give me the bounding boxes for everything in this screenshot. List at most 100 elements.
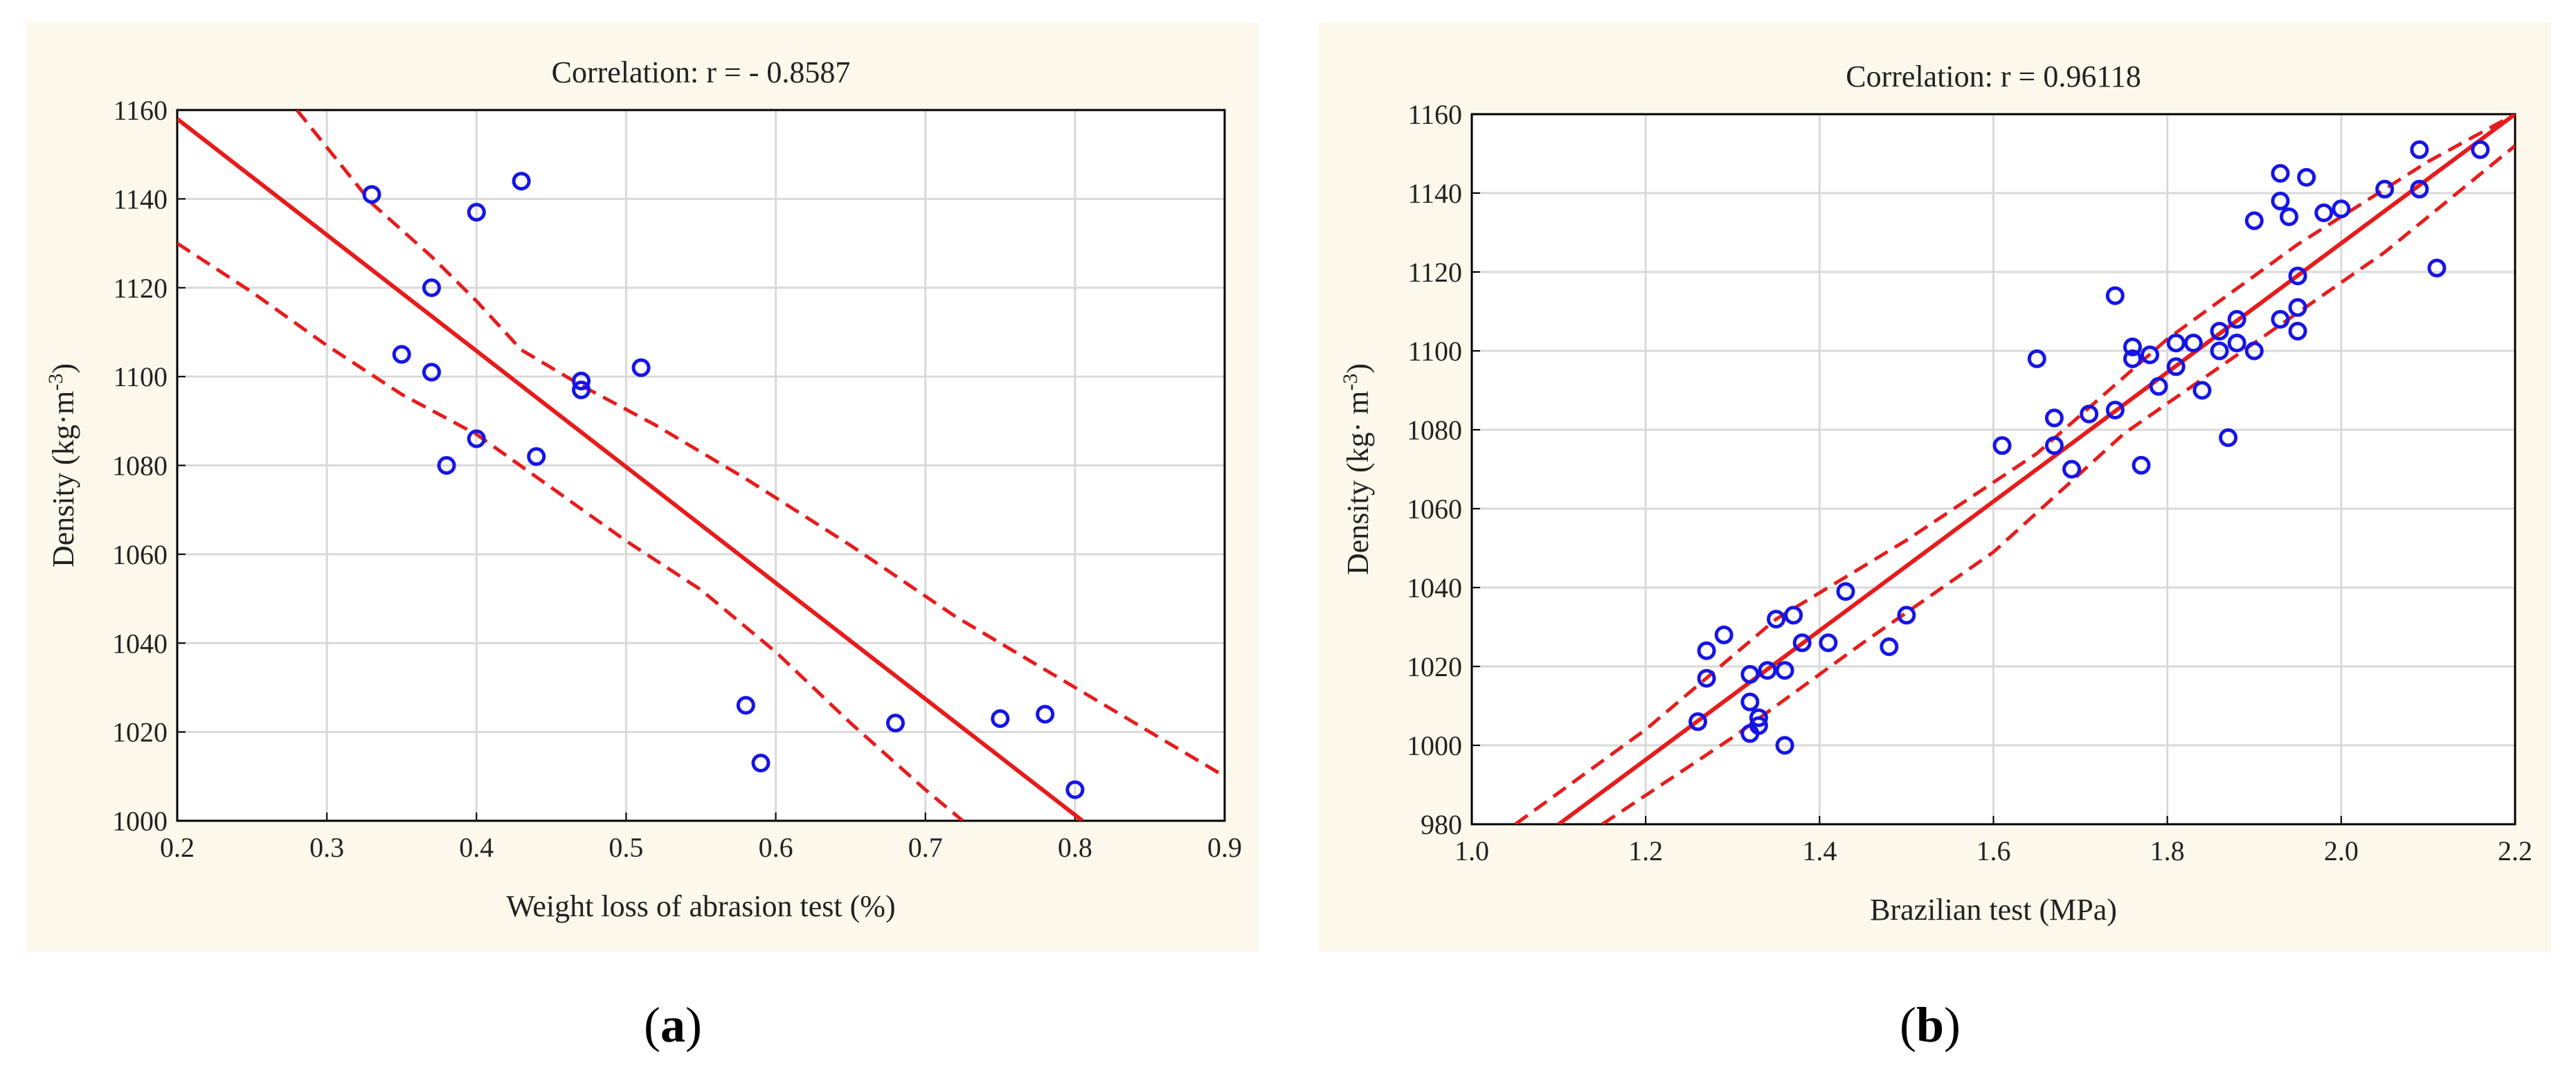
x-tick-label: 0.7 <box>908 832 943 863</box>
data-point <box>1775 736 1794 755</box>
data-point <box>991 709 1010 728</box>
data-point <box>1897 606 1916 625</box>
data-point <box>1688 712 1708 732</box>
chart-panel-a: 0.2 0.3 0.4 0.5 0.6 0.7 0.8 0.9 1000 1020 1040 1060… <box>26 22 1259 952</box>
data-point <box>2149 376 2168 396</box>
y-axis-title-unit: m <box>1341 391 1375 422</box>
caption-a-letter: a <box>660 997 685 1053</box>
x-tick-label: 1.6 <box>1976 835 2011 866</box>
data-point <box>572 380 591 399</box>
data-point <box>2123 349 2142 368</box>
caption-b: (b) <box>1899 997 1961 1053</box>
data-point <box>2471 140 2490 159</box>
data-point <box>1819 633 1838 653</box>
data-point <box>2183 334 2203 353</box>
data-point <box>2210 322 2229 340</box>
data-point <box>1758 661 1777 680</box>
chart-title: Correlation: r = 0.96118 <box>1846 60 2141 93</box>
x-tick-label: 0.2 <box>160 832 195 863</box>
data-point <box>1065 780 1085 799</box>
data-point <box>736 696 755 715</box>
data-point <box>2105 401 2125 419</box>
data-point <box>2132 455 2151 475</box>
data-point <box>1697 641 1716 660</box>
x-tick-label: 0.4 <box>459 832 494 863</box>
data-point <box>1792 633 1812 653</box>
x-tick-label: 0.6 <box>759 832 793 863</box>
data-point <box>392 345 411 364</box>
data-point <box>1784 606 1803 625</box>
y-tick-label: 1040 <box>1407 572 1462 603</box>
x-tick-label: 0.5 <box>609 832 643 863</box>
y-tick-label: 1080 <box>112 451 168 482</box>
regression-line <box>177 117 1084 821</box>
data-point <box>2192 381 2212 400</box>
y-tick-label: 1100 <box>1407 336 1462 367</box>
chart-title: Correlation: r = - 0.8587 <box>552 55 851 89</box>
data-point <box>2044 436 2064 455</box>
data-point <box>1880 637 1899 656</box>
y-axis-title-main: Density (kg <box>1341 433 1375 576</box>
data-point <box>751 754 771 773</box>
data-point <box>1036 705 1055 724</box>
y-tick-label: 1120 <box>113 273 168 304</box>
x-tick-label: 0.3 <box>309 832 344 863</box>
y-axis-title: Density (kg·m-3) <box>44 363 80 567</box>
y-axis-title-dot: · <box>1341 422 1375 433</box>
confidence-band-upper <box>1514 114 2515 824</box>
data-point <box>2141 345 2160 365</box>
data-point <box>885 714 905 733</box>
chart-panel-b: 1.0 1.2 1.4 1.6 1.8 2.0 2.2 980 1000 1020 1040 1060… <box>1319 22 2551 952</box>
y-axis-title-unit: m <box>46 391 80 415</box>
x-tick-label: 2.2 <box>2498 835 2532 866</box>
data-point <box>437 456 456 475</box>
data-point <box>527 447 546 466</box>
y-axis-title: Density (kg· m-3) <box>1339 363 1375 575</box>
data-point <box>1775 661 1794 680</box>
data-point <box>1749 708 1768 727</box>
y-axis-title-main: Density (kg <box>46 425 80 568</box>
scatter-chart-b: 1.0 1.2 1.4 1.6 1.8 2.0 2.2 980 1000 1020 1040 1060… <box>1319 22 2551 952</box>
data-point <box>2427 258 2447 278</box>
data-point <box>1714 625 1733 644</box>
x-axis-title: Brazilian test (MPa) <box>1870 893 2117 927</box>
x-tick-label: 1.0 <box>1454 835 1489 866</box>
data-point <box>631 358 651 377</box>
data-point <box>1749 716 1768 735</box>
data-point <box>467 429 486 448</box>
data-point <box>2279 207 2298 226</box>
y-tick-label: 1020 <box>112 717 168 748</box>
y-tick-label: 1160 <box>1407 99 1462 130</box>
caption-a: (a) <box>644 997 702 1053</box>
x-tick-label: 1.2 <box>1628 835 1663 866</box>
data-point <box>2244 211 2264 230</box>
y-axis-title-exponent: -3 <box>44 374 67 391</box>
x-axis-title: Weight loss of abrasion test (%) <box>506 889 895 923</box>
data-point <box>2410 179 2429 199</box>
data-point <box>467 203 486 222</box>
data-point <box>2080 404 2099 424</box>
y-tick-label: 1100 <box>113 361 168 392</box>
confidence-band-lower <box>177 242 964 821</box>
data-point <box>2271 309 2290 329</box>
data-point <box>2288 298 2307 317</box>
data-point <box>1740 664 1760 684</box>
data-point <box>512 172 531 191</box>
data-point <box>2375 179 2395 199</box>
y-tick-label: 1040 <box>112 628 168 659</box>
y-axis-title-close: ) <box>46 363 80 374</box>
scatter-chart-a: 0.2 0.3 0.4 0.5 0.6 0.7 0.8 0.9 1000 1020 1040 1060… <box>26 22 1259 952</box>
regression-line <box>1557 114 2515 824</box>
y-tick-label: 1120 <box>1407 257 1462 288</box>
y-tick-label: 1020 <box>1407 651 1462 682</box>
y-tick-label: 1140 <box>1407 178 1462 209</box>
data-point <box>2105 286 2125 305</box>
y-tick-label: 1160 <box>113 95 168 126</box>
data-point <box>2062 460 2082 479</box>
y-axis-title-dot: · <box>46 415 80 425</box>
x-tick-label: 0.9 <box>1207 832 1242 863</box>
data-point <box>2227 334 2246 353</box>
data-point <box>1767 610 1786 629</box>
data-point <box>2271 164 2290 183</box>
y-tick-label: 1060 <box>112 539 168 570</box>
